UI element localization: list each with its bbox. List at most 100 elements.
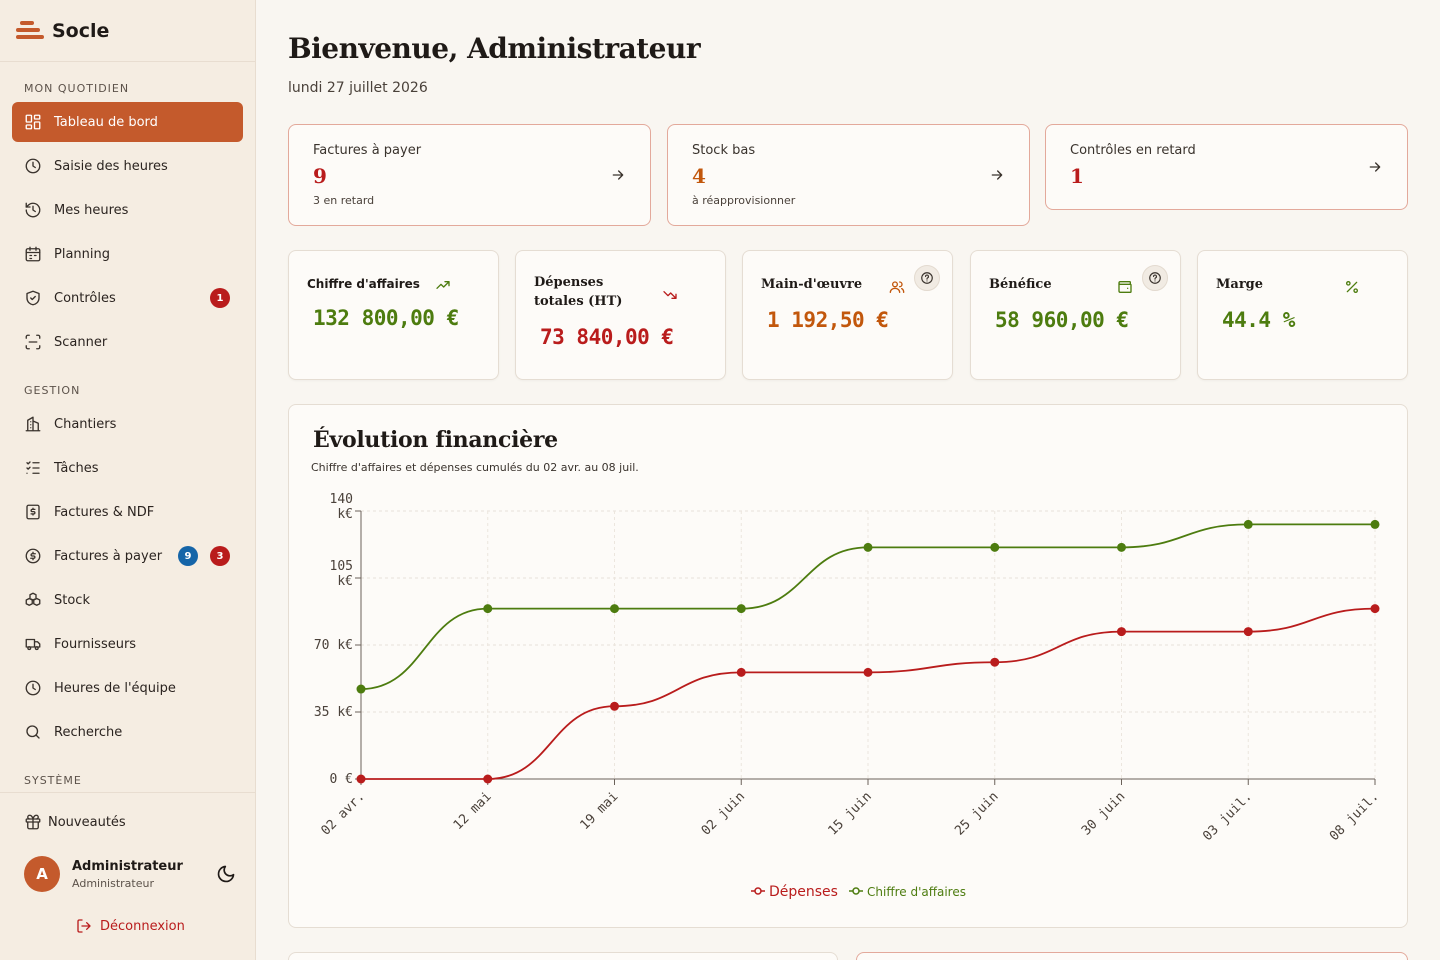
sidebar-item-label: Heures de l'équipe: [54, 680, 176, 696]
data-point: [736, 604, 746, 614]
alert-title: Stock bas: [692, 143, 756, 158]
data-point: [736, 667, 746, 677]
sidebar-item-scanner[interactable]: Scanner: [12, 322, 243, 362]
legend-label: Chiffre d'affaires: [867, 885, 966, 899]
alert-card-controls[interactable]: Contrôles en retard 1: [1045, 124, 1408, 210]
x-tick-label: 12 mai: [451, 789, 495, 833]
section-label-system: SYSTÈME: [24, 774, 82, 787]
sidebar-item-chantiers[interactable]: Chantiers: [12, 404, 243, 444]
sidebar-item-recherche[interactable]: Recherche: [12, 712, 243, 752]
x-tick-label: 08 juil.: [1327, 789, 1382, 844]
user-block[interactable]: A Administrateur Administrateur: [24, 856, 244, 892]
kpi-value: 58 960,00 €: [995, 308, 1129, 332]
alert-sub: à réapprovisionner: [692, 194, 796, 207]
sidebar-item-contrôles[interactable]: Contrôles 1: [12, 278, 243, 318]
alert-title: Contrôles en retard: [1070, 143, 1196, 158]
logout-label: Déconnexion: [100, 918, 185, 934]
invoice-icon: [24, 503, 42, 521]
help-icon[interactable]: [1142, 265, 1168, 291]
arrow-right-icon: [1367, 159, 1383, 175]
data-point: [990, 542, 1000, 552]
kpi-card-expenses: Dépenses totales (HT) 73 840,00 €: [515, 250, 726, 380]
chart-card: Évolution financière Chiffre d'affaires …: [288, 404, 1408, 928]
data-point: [483, 604, 493, 614]
wallet-icon: [1117, 279, 1133, 295]
sidebar-item-factures-ndf[interactable]: Factures & NDF: [12, 492, 243, 532]
y-tick-label: 70 k€: [314, 638, 353, 653]
data-point: [863, 667, 873, 677]
sidebar-item-mes-heures[interactable]: Mes heures: [12, 190, 243, 230]
logout-icon: [76, 918, 92, 934]
sidebar-item-tableau-de-bord[interactable]: Tableau de bord: [12, 102, 243, 142]
data-point: [1117, 627, 1126, 637]
alert-value: 9: [313, 164, 327, 188]
sidebar-item-fournisseurs[interactable]: Fournisseurs: [12, 624, 243, 664]
avatar: A: [24, 856, 60, 892]
history-icon: [24, 201, 42, 219]
sidebar-item-stock[interactable]: Stock: [12, 580, 243, 620]
moon-icon[interactable]: [216, 864, 236, 884]
search-icon: [24, 723, 42, 741]
data-point: [610, 604, 619, 614]
x-tick-label: 15 juin: [825, 789, 874, 838]
sidebar-item-label: Nouveautés: [48, 814, 126, 830]
count-badge: 1: [210, 288, 230, 308]
logout-button[interactable]: Déconnexion: [76, 918, 185, 934]
truck-icon: [24, 635, 42, 653]
sidebar-divider: [0, 792, 256, 793]
x-tick-label: 02 avr.: [318, 789, 367, 838]
brand[interactable]: Socle: [0, 0, 255, 62]
tasks-icon: [24, 459, 42, 477]
help-icon[interactable]: [914, 265, 940, 291]
kpi-title: Main-d'œuvre: [761, 277, 863, 292]
kpi-title: Dépenses totales (HT): [534, 275, 623, 309]
chart-title: Évolution financière: [313, 427, 558, 453]
page-title: Bienvenue, Administrateur: [288, 32, 701, 65]
x-tick-label: 03 juil.: [1200, 789, 1255, 844]
sidebar-item-label: Saisie des heures: [54, 158, 168, 174]
alert-title: Factures à payer: [313, 143, 422, 158]
x-tick-label: 02 juin: [699, 789, 748, 838]
alert-value: 1: [1070, 164, 1084, 188]
kpi-title: Bénéfice: [989, 277, 1052, 292]
bottom-card-right: [856, 952, 1408, 960]
building-icon: [24, 415, 42, 433]
clock-icon: [24, 679, 42, 697]
sidebar-item-factures-à-payer[interactable]: Factures à payer 9 3: [12, 536, 243, 576]
section-label-daily: MON QUOTIDIEN: [24, 82, 130, 95]
trending-up-icon: [435, 277, 451, 293]
sidebar-item-heures-de-l-équipe[interactable]: Heures de l'équipe: [12, 668, 243, 708]
sidebar-item-label: Stock: [54, 592, 90, 608]
kpi-card-profit: Bénéfice 58 960,00 €: [970, 250, 1181, 380]
brand-name: Socle: [52, 19, 110, 42]
bottom-card-left: [288, 952, 838, 960]
sidebar-item-tâches[interactable]: Tâches: [12, 448, 243, 488]
data-point: [1243, 519, 1253, 529]
dashboard-icon: [24, 113, 42, 131]
alert-card-stock[interactable]: Stock bas 4 à réapprovisionner: [667, 124, 1030, 226]
kpi-title: Chiffre d'affaires: [307, 277, 420, 291]
arrow-right-icon: [989, 167, 1005, 183]
sidebar-item-planning[interactable]: Planning: [12, 234, 243, 274]
legend-swatch-marker: [754, 887, 762, 895]
x-tick-label: 19 mai: [578, 789, 622, 833]
user-role: Administrateur: [72, 876, 154, 890]
sidebar-item-saisie-des-heures[interactable]: Saisie des heures: [12, 146, 243, 186]
kpi-card-labor: Main-d'œuvre 1 192,50 €: [742, 250, 953, 380]
sidebar-item-news[interactable]: Nouveautés: [12, 802, 243, 842]
sidebar-item-label: Factures & NDF: [54, 504, 155, 520]
sidebar: Socle MON QUOTIDIEN Tableau de bord Saisi…: [0, 0, 256, 960]
trending-down-icon: [662, 287, 678, 303]
legend-label: Dépenses: [769, 884, 838, 900]
shield-icon: [24, 289, 42, 307]
scan-icon: [24, 333, 42, 351]
sidebar-item-label: Recherche: [54, 724, 123, 740]
x-tick-label: 30 juin: [1079, 789, 1128, 838]
alert-card-invoices[interactable]: Factures à payer 9 3 en retard: [288, 124, 651, 226]
y-tick-label: 105 k€: [330, 559, 353, 589]
kpi-value: 132 800,00 €: [313, 306, 459, 330]
kpi-value: 1 192,50 €: [767, 308, 889, 332]
data-point: [483, 774, 493, 784]
alert-value: 4: [692, 164, 706, 188]
data-point: [356, 774, 366, 784]
